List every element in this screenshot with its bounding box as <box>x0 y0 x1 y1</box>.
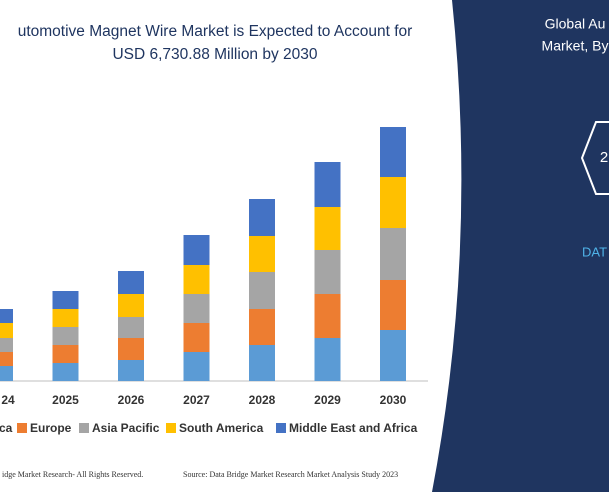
bar-segment <box>380 228 406 280</box>
legend-swatch <box>79 423 89 433</box>
bar-segment <box>314 162 341 207</box>
bar-segment <box>118 294 144 317</box>
bar-segment <box>183 294 210 323</box>
bar-segment <box>314 294 341 338</box>
side-panel <box>432 0 609 492</box>
source: Source: Data Bridge Market Research Mark… <box>183 470 398 479</box>
bar-segment <box>380 280 406 330</box>
bar-segment <box>314 250 341 294</box>
brand-text: DAT <box>582 244 607 259</box>
bar-segment <box>249 236 275 272</box>
bar-segment <box>52 309 79 327</box>
bar-segment <box>0 323 13 338</box>
badge-text: 2 <box>600 149 608 166</box>
copyright: idge Market Research- All Rights Reserve… <box>2 470 143 479</box>
bar-segment <box>0 366 13 381</box>
bar-segment <box>0 309 13 323</box>
x-tick-label: 24 <box>1 393 15 407</box>
legend-label: Asia Pacific <box>92 421 160 435</box>
bar-segment <box>52 363 79 381</box>
bar-segment <box>183 265 210 294</box>
bar-segment <box>249 309 275 345</box>
bar-segment <box>52 345 79 363</box>
legend-label: Middle East and Africa <box>289 421 418 435</box>
legend-label: Europe <box>30 421 72 435</box>
bar-segment <box>118 271 144 294</box>
x-tick-label: 2027 <box>183 393 210 407</box>
bar-segment <box>380 177 406 228</box>
bar-segment <box>380 330 406 381</box>
badge-outline <box>580 121 609 195</box>
chart-title: utomotive Magnet Wire Market is Expected… <box>18 23 413 40</box>
bar-segment <box>0 338 13 352</box>
bar-segment <box>249 199 275 236</box>
bar-segment <box>249 345 275 381</box>
bar-segment <box>0 352 13 366</box>
legend-swatch <box>276 423 286 433</box>
bar-segment <box>380 127 406 177</box>
x-tick-label: 2030 <box>380 393 407 407</box>
bar-segment <box>118 338 144 360</box>
x-tick-label: 2026 <box>118 393 145 407</box>
bar-segment <box>118 360 144 381</box>
bar-segment <box>183 323 210 352</box>
legend-swatch <box>17 423 27 433</box>
legend-label: South America <box>179 421 264 435</box>
bar-segment <box>52 291 79 309</box>
panel-title: Market, By <box>542 38 609 54</box>
x-tick-label: 2025 <box>52 393 79 407</box>
x-tick-label: 2029 <box>314 393 341 407</box>
legend-swatch <box>166 423 176 433</box>
bar-segment <box>183 352 210 381</box>
bar-segment <box>314 207 341 250</box>
bar-segment <box>52 327 79 345</box>
bar-segment <box>249 272 275 309</box>
bar-segment <box>314 338 341 381</box>
bar-segment <box>183 235 210 265</box>
bar-segment <box>118 317 144 338</box>
chart-title: USD 6,730.88 Million by 2030 <box>112 46 317 63</box>
legend-label: ca <box>0 421 13 435</box>
panel-title: Global Au <box>545 16 606 32</box>
x-tick-label: 2028 <box>249 393 276 407</box>
